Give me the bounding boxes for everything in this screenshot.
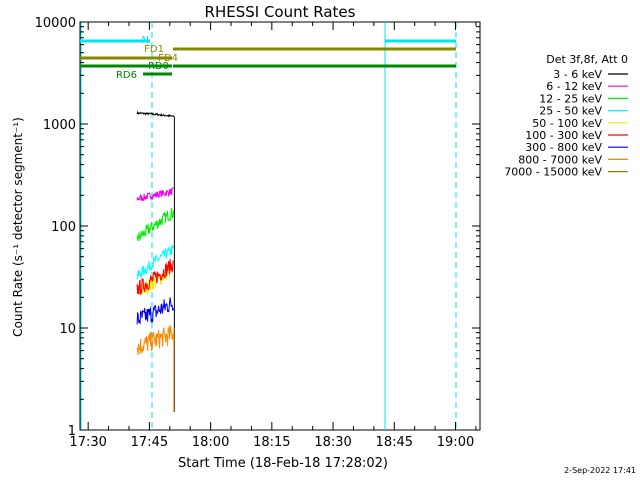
legend-label: 50 - 100 keV <box>532 117 602 130</box>
y-tick-label: 100 <box>51 220 76 235</box>
status-annotation: RD0 <box>148 61 169 72</box>
legend-label: 7000 - 15000 keV <box>504 166 602 179</box>
status-annotation: RD6 <box>116 70 137 81</box>
footer-date: 2-Sep-2022 17:41 <box>564 466 636 475</box>
series-line <box>136 243 175 280</box>
x-tick-label: 19:00 <box>437 435 474 450</box>
status-annotation: N <box>142 35 149 46</box>
chart-title: RHESSI Count Rates <box>205 3 356 21</box>
axis-ticks: 17:30 17:45 18:00 18:15 18:30 18:45 19:00 1 10 10… <box>35 16 480 450</box>
x-tick-label: 18:00 <box>192 435 229 450</box>
legend-label: 800 - 7000 keV <box>518 153 602 166</box>
legend-title: Det 3f,8f, Att 0 <box>546 53 628 66</box>
x-tick-label: 18:15 <box>253 435 290 450</box>
status-annotation: FD1 <box>144 44 164 55</box>
x-tick-label: 17:30 <box>69 435 106 450</box>
legend-label: 6 - 12 keV <box>546 80 602 93</box>
legend-label: 300 - 800 keV <box>525 141 602 154</box>
x-tick-label: 18:45 <box>376 435 413 450</box>
x-axis-label: Start Time (18-Feb-18 17:28:02) <box>178 456 388 471</box>
x-tick-label: 17:45 <box>131 435 168 450</box>
x-tick-label: 18:30 <box>314 435 351 450</box>
status-annotation: FD4 <box>158 53 178 64</box>
legend-label: 3 - 6 keV <box>553 68 602 81</box>
y-tick-label: 10000 <box>35 16 76 31</box>
series-line <box>136 187 174 202</box>
series-line <box>136 208 175 242</box>
legend-label: 100 - 300 keV <box>525 129 602 142</box>
y-tick-label: 1 <box>68 424 76 439</box>
legend-label: 25 - 50 keV <box>539 105 602 118</box>
series-line <box>136 258 174 296</box>
series-line <box>136 325 174 356</box>
y-axis-label: Count Rate (s⁻¹ detector segment⁻¹) <box>11 117 25 337</box>
legend-label: 12 - 25 keV <box>539 92 602 105</box>
series-line <box>136 297 175 325</box>
y-tick-label: 1000 <box>43 118 76 133</box>
y-tick-label: 10 <box>59 322 76 337</box>
series-line <box>136 110 175 118</box>
